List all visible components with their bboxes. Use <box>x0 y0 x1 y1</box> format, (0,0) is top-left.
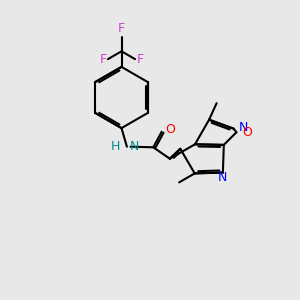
Text: N: N <box>129 140 139 153</box>
Text: F: F <box>136 52 144 66</box>
Text: O: O <box>242 126 252 139</box>
Text: F: F <box>118 22 125 34</box>
Text: N: N <box>239 121 248 134</box>
Text: O: O <box>165 123 175 136</box>
Text: F: F <box>99 52 106 66</box>
Text: H: H <box>111 140 120 153</box>
Text: N: N <box>218 171 228 184</box>
